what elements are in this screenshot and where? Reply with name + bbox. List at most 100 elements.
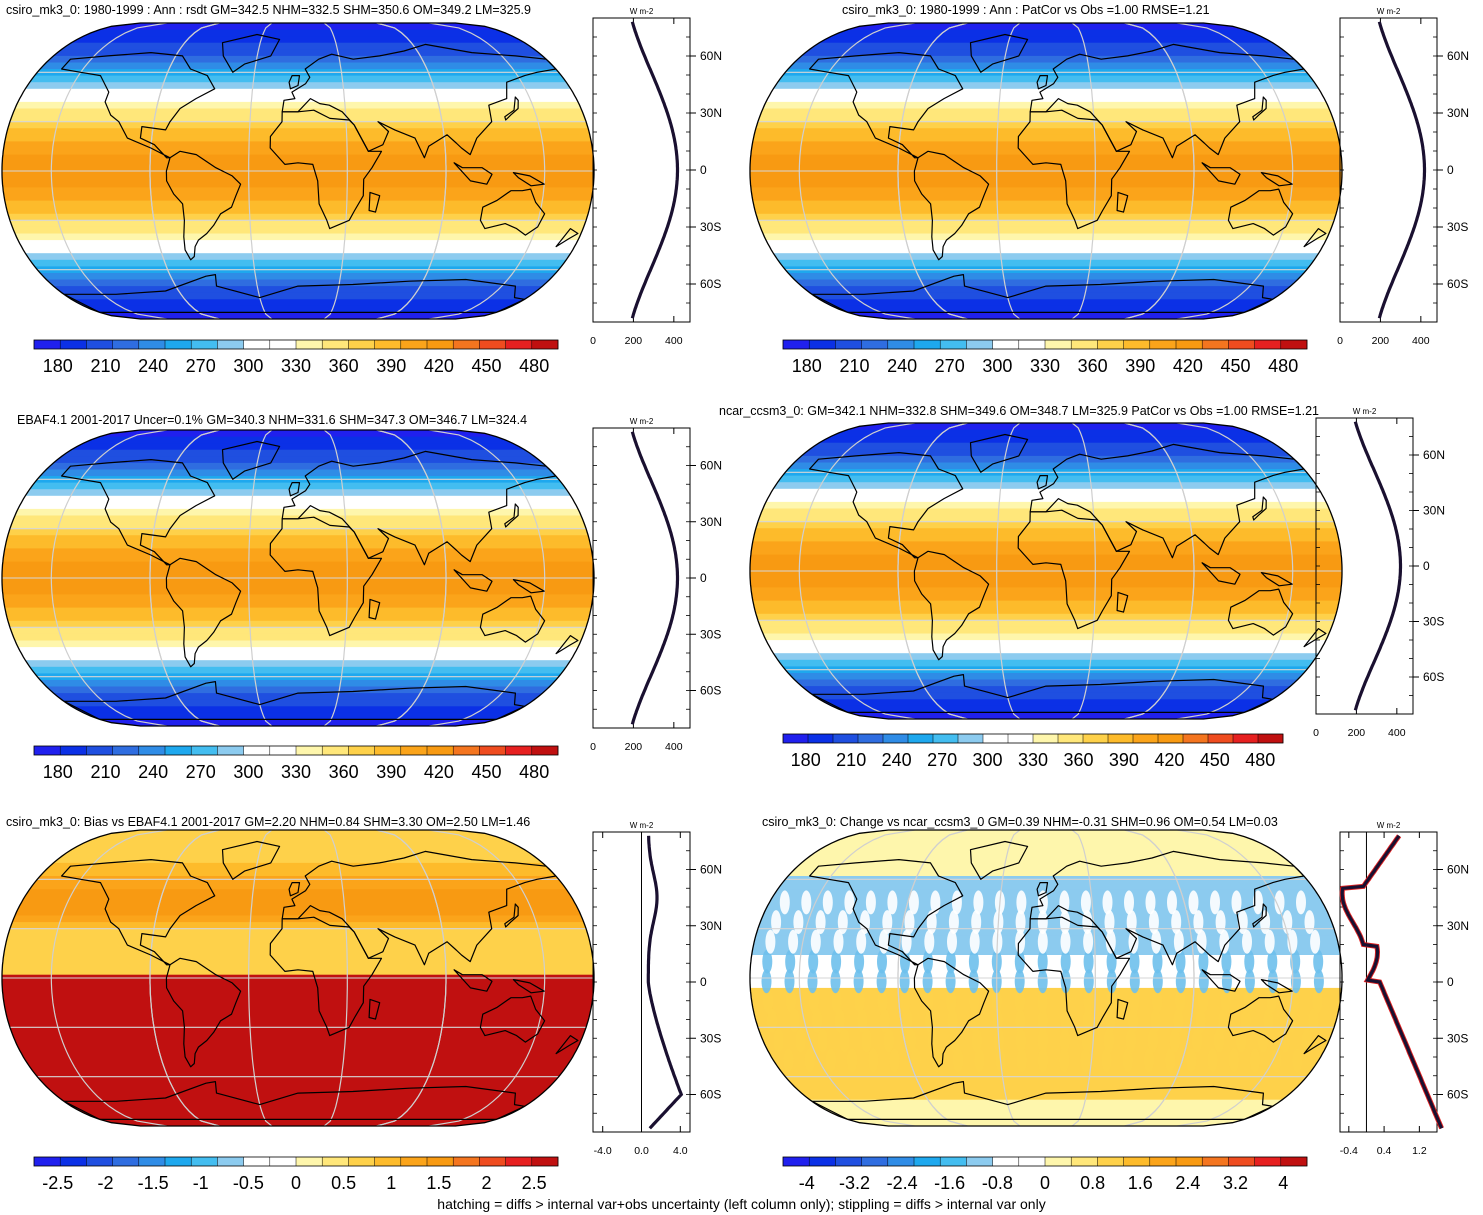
coastline bbox=[512, 579, 545, 594]
lat-band bbox=[750, 830, 1342, 838]
coastline bbox=[288, 482, 301, 497]
profile-curve bbox=[1353, 421, 1403, 711]
coastline bbox=[1260, 979, 1293, 994]
lat-band bbox=[2, 1001, 594, 1009]
colorbar-tick-label: 240 bbox=[887, 356, 917, 376]
profile-ytick-label: 30N bbox=[700, 515, 722, 529]
lat-band bbox=[2, 180, 594, 189]
stipple-mark bbox=[908, 890, 919, 915]
lat-band bbox=[2, 535, 594, 543]
stipple-mark bbox=[1310, 929, 1321, 954]
stipple-mark bbox=[854, 949, 865, 974]
stipple-mark bbox=[974, 1048, 985, 1073]
lat-band bbox=[2, 36, 594, 44]
colorbar-tick-label: 2.4 bbox=[1175, 1173, 1200, 1193]
lat-band bbox=[750, 75, 1342, 83]
coastline bbox=[913, 150, 990, 261]
profile-xtick-label: 0 bbox=[1313, 727, 1319, 739]
colorbar-segment bbox=[479, 340, 506, 349]
stipple-mark bbox=[785, 989, 796, 1013]
lat-band bbox=[2, 1053, 594, 1061]
lat-band bbox=[2, 620, 594, 628]
stipple-mark bbox=[1080, 1048, 1091, 1073]
coastlines bbox=[61, 440, 579, 720]
coastline bbox=[221, 840, 281, 880]
colorbar-segment bbox=[1018, 1157, 1046, 1166]
coastline bbox=[969, 33, 1029, 73]
coastline bbox=[1252, 496, 1267, 521]
coastline bbox=[61, 52, 216, 159]
stipple-mark bbox=[1266, 989, 1277, 1013]
panel-title: csiro_mk3_0: Bias vs EBAF4.1 2001-2017 G… bbox=[6, 815, 530, 829]
lat-band bbox=[2, 1007, 594, 1015]
lat-band bbox=[2, 994, 594, 1002]
lat-band bbox=[750, 299, 1342, 307]
colorbar-segment bbox=[322, 1157, 349, 1166]
colorbar-segment bbox=[60, 1157, 87, 1166]
colorbar-tick-label: 480 bbox=[1268, 356, 1298, 376]
colorbar-segment bbox=[1228, 340, 1255, 349]
lat-band bbox=[2, 587, 594, 596]
coastline bbox=[221, 33, 281, 73]
colorbar-segment bbox=[914, 340, 941, 349]
stipple-mark bbox=[1231, 890, 1242, 915]
stipple-mark bbox=[1167, 890, 1177, 915]
colorbar-tick-label: -2 bbox=[97, 1173, 113, 1193]
stipple-mark bbox=[1264, 929, 1275, 954]
lat-band bbox=[2, 1106, 594, 1114]
colorbar-segment bbox=[1083, 734, 1109, 743]
profile-xtick-label: 400 bbox=[1412, 335, 1430, 347]
stipple-mark bbox=[853, 969, 864, 994]
stipple-mark bbox=[1059, 1028, 1070, 1053]
coastlines bbox=[809, 840, 1327, 1120]
colorbar-segment bbox=[165, 340, 192, 349]
stipple-mark bbox=[1186, 1048, 1197, 1073]
profile-ytick-label: 60S bbox=[1423, 670, 1444, 684]
profile-ytick-label: 30S bbox=[700, 220, 721, 234]
stipple-mark bbox=[1016, 1048, 1027, 1073]
lat-band bbox=[2, 981, 594, 989]
colorbar-tick-label: 390 bbox=[376, 762, 406, 782]
lat-band bbox=[750, 869, 1342, 877]
lat-band bbox=[2, 522, 594, 530]
lat-band bbox=[750, 968, 1342, 976]
lat-band bbox=[750, 49, 1342, 57]
stipple-mark bbox=[868, 1048, 879, 1073]
stipple-mark bbox=[1083, 949, 1094, 974]
colorbar-segment bbox=[933, 734, 959, 743]
stipple-mark bbox=[1037, 910, 1048, 935]
lat-band bbox=[750, 141, 1342, 149]
lat-band bbox=[750, 633, 1342, 641]
panel-title: EBAF4.1 2001-2017 Uncer=0.1% GM=340.3 NH… bbox=[17, 413, 527, 427]
coastline bbox=[1029, 850, 1305, 966]
profile-ytick-label: 30S bbox=[700, 1031, 721, 1045]
panel-title: csiro_mk3_0: 1980-1999 : Ann : PatCor vs… bbox=[842, 3, 1210, 17]
stipple-mark bbox=[854, 989, 865, 1013]
colorbar-segment bbox=[1033, 734, 1059, 743]
colorbar-tick-label: -3.2 bbox=[839, 1173, 870, 1193]
profile-xtick-label: -4.0 bbox=[594, 1145, 612, 1157]
stipple-mark bbox=[876, 969, 887, 994]
lat-band bbox=[2, 1093, 594, 1101]
coastline bbox=[63, 1081, 526, 1120]
profile-xtick-label: 400 bbox=[665, 335, 683, 347]
profile-ytick-label: 0 bbox=[700, 571, 707, 585]
colorbar-tick-label: 330 bbox=[1030, 356, 1060, 376]
lat-band bbox=[2, 187, 594, 195]
stipple-mark bbox=[1081, 1028, 1092, 1053]
stipple-mark bbox=[865, 890, 876, 915]
stipple-mark bbox=[801, 890, 812, 915]
coastline bbox=[1252, 903, 1267, 928]
stipple-mark bbox=[762, 949, 773, 974]
stipple-mark bbox=[1144, 1048, 1154, 1073]
profile-ytick-label: 60N bbox=[700, 863, 722, 877]
lat-band bbox=[750, 600, 1342, 608]
coastline bbox=[368, 998, 381, 1020]
coastline bbox=[269, 516, 383, 637]
colorbar-segment bbox=[883, 734, 909, 743]
colorbar-segment bbox=[887, 340, 915, 349]
profile-ytick-label: 0 bbox=[1423, 559, 1430, 573]
stipple-mark bbox=[1228, 1048, 1239, 1073]
profile-ytick-label: 30N bbox=[700, 919, 722, 933]
coastline bbox=[1036, 882, 1049, 897]
